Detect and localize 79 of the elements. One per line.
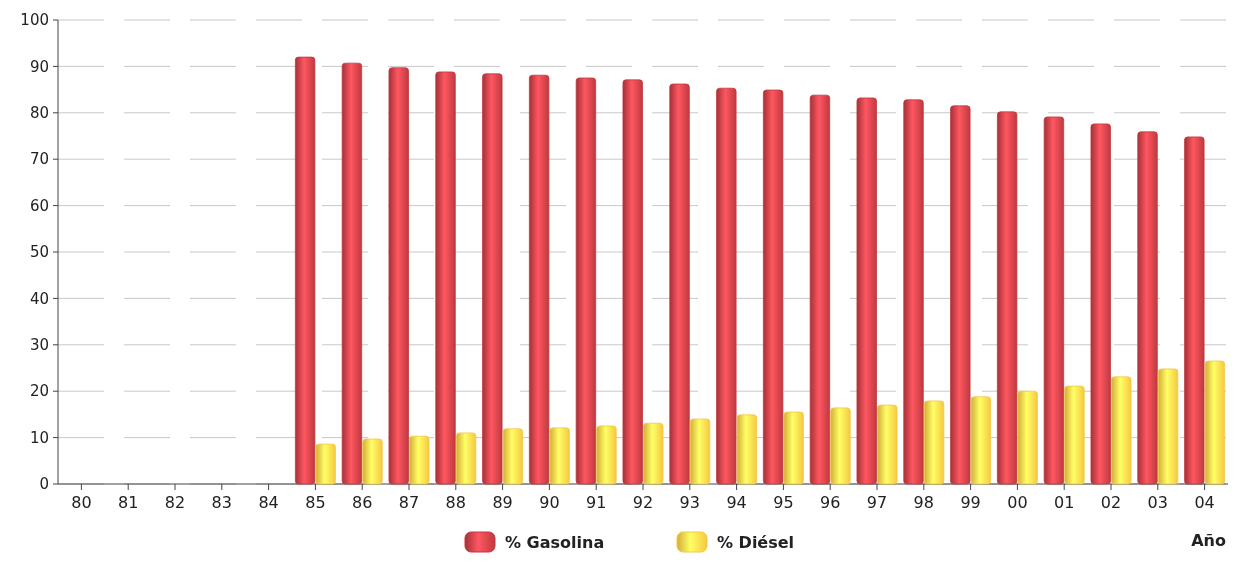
bar xyxy=(622,79,643,485)
x-tick-label: 91 xyxy=(586,493,607,512)
x-tick-label: 85 xyxy=(305,493,326,512)
bar xyxy=(409,435,430,485)
bar xyxy=(294,56,316,485)
x-tick-label: 98 xyxy=(913,493,934,512)
bar xyxy=(482,73,503,485)
y-tick-label: 30 xyxy=(29,336,49,355)
y-tick-label: 20 xyxy=(29,382,49,401)
bar xyxy=(903,99,924,485)
bar xyxy=(435,71,456,485)
bar xyxy=(950,105,971,485)
bar xyxy=(830,407,851,485)
bar xyxy=(716,87,737,485)
bar xyxy=(689,418,711,485)
x-tick-label: 01 xyxy=(1054,493,1075,512)
x-tick-label: 95 xyxy=(773,493,794,512)
y-tick-label: 40 xyxy=(29,289,49,308)
bar xyxy=(502,428,524,485)
bar xyxy=(1043,116,1065,485)
x-tick-label: 87 xyxy=(398,493,420,512)
bar xyxy=(736,414,758,485)
bar xyxy=(1064,385,1085,485)
bar xyxy=(1090,123,1111,485)
bar xyxy=(388,67,409,485)
x-tick-label: 89 xyxy=(492,493,513,512)
bar xyxy=(341,62,363,485)
bar xyxy=(1017,390,1038,485)
y-tick-label: 60 xyxy=(29,196,49,215)
y-tick-label: 10 xyxy=(29,428,49,447)
bar xyxy=(1184,136,1205,485)
legend-label: % Gasolina xyxy=(505,532,605,552)
bar xyxy=(315,443,336,485)
x-tick-label: 86 xyxy=(352,493,373,512)
bar xyxy=(596,425,617,485)
bar xyxy=(970,396,992,485)
y-tick-label: 70 xyxy=(29,150,49,169)
bar xyxy=(783,411,804,485)
y-tick-label: 90 xyxy=(29,57,49,76)
x-tick-label: 81 xyxy=(118,493,139,512)
bar xyxy=(1204,360,1226,485)
x-tick-label: 97 xyxy=(866,493,888,512)
x-tick-label: 94 xyxy=(726,493,747,512)
x-tick-label: 03 xyxy=(1147,493,1168,512)
bar xyxy=(643,422,664,485)
x-tick-label: 88 xyxy=(445,493,466,512)
bar xyxy=(1157,368,1179,485)
x-axis-title: Año xyxy=(1191,531,1227,550)
bar xyxy=(1137,131,1158,485)
x-tick-label: 04 xyxy=(1194,493,1215,512)
x-tick-label: 00 xyxy=(1007,493,1028,512)
bar xyxy=(856,97,877,485)
bar xyxy=(362,438,383,485)
bar xyxy=(877,404,898,485)
x-tick-label: 83 xyxy=(211,493,232,512)
bar xyxy=(669,83,690,485)
bar xyxy=(575,77,597,485)
x-tick-label: 92 xyxy=(632,493,654,512)
x-tick-label: 80 xyxy=(71,493,92,512)
bar xyxy=(762,89,784,485)
y-tick-label: 80 xyxy=(29,104,49,123)
bar xyxy=(455,432,477,485)
x-tick-label: 90 xyxy=(539,493,560,512)
x-tick-label: 96 xyxy=(820,493,841,512)
y-tick-label: 0 xyxy=(39,475,49,494)
x-tick-label: 84 xyxy=(258,493,279,512)
x-tick-label: 02 xyxy=(1100,493,1122,512)
x-tick-label: 99 xyxy=(960,493,981,512)
y-tick-label: 100 xyxy=(20,11,49,30)
bar xyxy=(549,427,570,485)
bar xyxy=(1111,376,1132,485)
bar xyxy=(996,111,1018,485)
x-tick-label: 82 xyxy=(164,493,186,512)
y-tick-label: 50 xyxy=(29,243,49,262)
x-tick-label: 93 xyxy=(679,493,700,512)
legend-label: % Diésel xyxy=(717,532,795,552)
bar xyxy=(809,94,831,485)
bar xyxy=(528,74,550,485)
bar xyxy=(923,400,945,485)
